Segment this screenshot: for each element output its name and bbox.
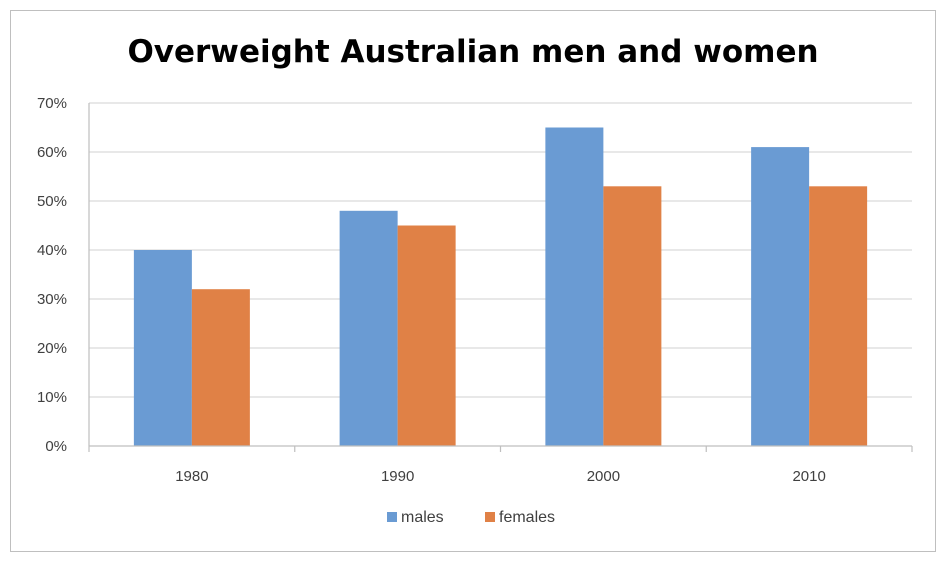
bar-males-1980: [133, 250, 192, 446]
legend-label-females: females: [499, 509, 555, 526]
legend-swatch-males: [387, 512, 397, 522]
bar-females-1990: [397, 225, 456, 446]
legend: males females: [387, 509, 555, 526]
x-tick-labels: 1980 1990 2000 2010: [175, 468, 826, 485]
y-tick-label: 60%: [37, 144, 67, 161]
legend-swatch-females: [485, 512, 495, 522]
x-tick-label: 1990: [381, 468, 414, 485]
bar-females-1980: [191, 289, 250, 446]
bars: [133, 127, 868, 447]
bar-males-2010: [751, 147, 810, 446]
x-tick-label: 2000: [587, 468, 620, 485]
bar-females-2000: [603, 186, 662, 447]
y-tick-label: 30%: [37, 291, 67, 308]
bar-males-2000: [545, 127, 604, 446]
y-tick-label: 0%: [45, 438, 67, 455]
bar-females-2010: [809, 186, 868, 447]
y-tick-label: 50%: [37, 193, 67, 210]
chart-title: Overweight Australian men and women: [127, 34, 819, 70]
axes: [88, 103, 913, 452]
x-tick-label: 1980: [175, 468, 208, 485]
legend-label-males: males: [401, 509, 444, 526]
y-tick-label: 70%: [37, 95, 67, 112]
y-tick-label: 40%: [37, 242, 67, 259]
y-tick-label: 20%: [37, 340, 67, 357]
y-tick-labels: 0% 10% 20% 30% 40% 50% 60% 70%: [37, 95, 67, 455]
y-tick-label: 10%: [37, 389, 67, 406]
x-tick-label: 2010: [792, 468, 825, 485]
bar-males-1990: [339, 210, 398, 446]
